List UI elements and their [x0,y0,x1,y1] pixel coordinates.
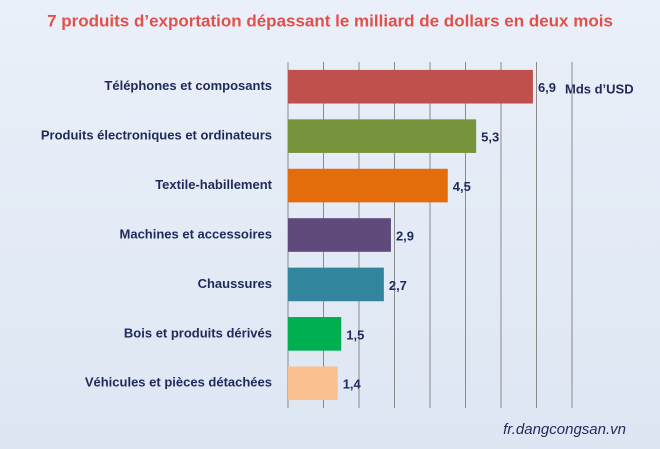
bar [288,267,384,302]
chart-title: 7 produits d’exportation dépassant le mi… [47,11,613,30]
value-label: 1,5 [346,327,364,342]
category-label: Produits électroniques et ordinateurs [41,128,272,143]
bar [288,69,533,104]
bar [288,218,391,252]
value-label: 1,4 [343,377,362,392]
value-label: 4,5 [453,179,471,194]
category-label: Véhicules et pièces détachées [85,375,272,390]
category-label: Chaussures [198,276,272,291]
bar [288,317,342,351]
bar [288,168,448,203]
value-label: 5,3 [481,130,499,145]
source: fr.dangcongsan.vn [503,421,626,438]
bar [288,366,338,401]
category-label: Machines et accessoires [120,226,272,241]
value-label: 2,9 [396,228,414,243]
value-label: 2,7 [389,278,407,293]
category-label: Téléphones et composants [104,78,272,93]
bar [288,119,477,153]
value-label: 6,9 [538,80,556,95]
unit-label: Mds d’USD [565,81,634,96]
category-label: Textile-habillement [155,177,272,192]
category-label: Bois et produits dérivés [124,325,272,340]
